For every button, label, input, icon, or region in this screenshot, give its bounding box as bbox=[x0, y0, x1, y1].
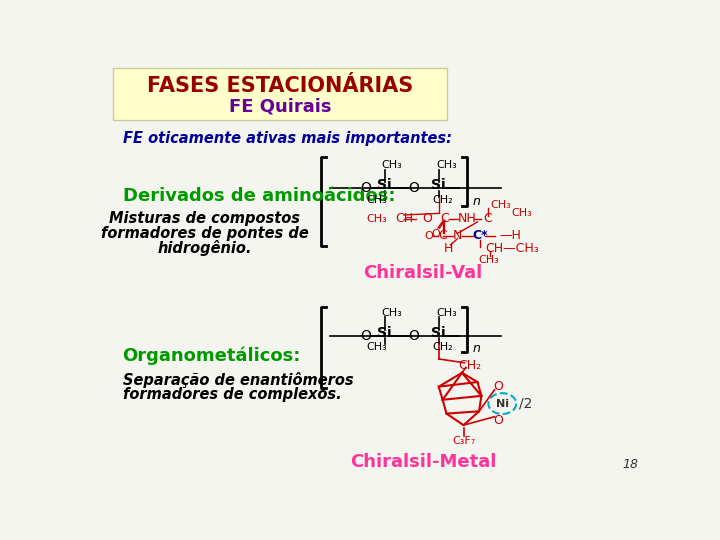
Text: C: C bbox=[438, 230, 447, 242]
Text: Separação de enantiômeros: Separação de enantiômeros bbox=[122, 373, 354, 388]
Text: CH₃: CH₃ bbox=[366, 194, 387, 205]
Text: Ni: Ni bbox=[496, 399, 509, 409]
FancyBboxPatch shape bbox=[113, 68, 446, 120]
Text: C₃F₇: C₃F₇ bbox=[452, 436, 475, 446]
Text: CH₂: CH₂ bbox=[458, 359, 481, 372]
Text: CH₃: CH₃ bbox=[382, 160, 402, 170]
Text: C: C bbox=[483, 212, 492, 225]
Text: Organometálicos:: Organometálicos: bbox=[122, 347, 301, 365]
Text: CH₃: CH₃ bbox=[366, 342, 387, 352]
Text: CH₃: CH₃ bbox=[490, 200, 511, 210]
Text: n: n bbox=[473, 195, 481, 208]
Text: formadores de complexos.: formadores de complexos. bbox=[122, 387, 341, 402]
Text: Chiralsil-Val: Chiralsil-Val bbox=[364, 264, 483, 282]
Text: Si: Si bbox=[431, 326, 446, 340]
Text: C: C bbox=[441, 212, 449, 225]
Text: CH₂: CH₂ bbox=[432, 194, 453, 205]
Text: Chiralsil-Metal: Chiralsil-Metal bbox=[350, 453, 496, 471]
Text: O: O bbox=[408, 329, 419, 343]
Text: O: O bbox=[424, 231, 433, 241]
Text: 18: 18 bbox=[623, 458, 639, 471]
Text: Si: Si bbox=[431, 178, 446, 192]
Text: NH: NH bbox=[457, 212, 476, 225]
Text: CH₃: CH₃ bbox=[436, 308, 457, 318]
Text: Derivados de aminoácidos:: Derivados de aminoácidos: bbox=[122, 187, 395, 205]
Text: O: O bbox=[422, 212, 432, 225]
Text: hidrogênio.: hidrogênio. bbox=[158, 240, 252, 256]
Text: H: H bbox=[444, 242, 453, 255]
Text: CH₃: CH₃ bbox=[436, 160, 457, 170]
Text: —H: —H bbox=[499, 230, 521, 242]
Text: /2: /2 bbox=[519, 396, 533, 410]
Text: formadores de pontes de: formadores de pontes de bbox=[101, 226, 309, 241]
Text: Si: Si bbox=[377, 178, 392, 192]
Text: FASES ESTACIONÁRIAS: FASES ESTACIONÁRIAS bbox=[147, 76, 413, 96]
Text: CH: CH bbox=[395, 212, 413, 225]
Text: FE Quirais: FE Quirais bbox=[229, 97, 331, 116]
Text: CH₃: CH₃ bbox=[479, 255, 500, 265]
Text: CH₃: CH₃ bbox=[382, 308, 402, 318]
Text: O: O bbox=[361, 181, 372, 195]
Text: Si: Si bbox=[377, 326, 392, 340]
Text: O: O bbox=[361, 329, 372, 343]
Text: O: O bbox=[493, 414, 503, 427]
Text: N: N bbox=[453, 230, 462, 242]
Text: O: O bbox=[408, 181, 419, 195]
Text: C*: C* bbox=[472, 230, 487, 242]
Text: n: n bbox=[473, 342, 481, 355]
Text: FE oticamente ativas mais importantes:: FE oticamente ativas mais importantes: bbox=[122, 131, 451, 146]
Text: O: O bbox=[493, 380, 503, 393]
Text: O: O bbox=[431, 229, 440, 239]
Text: CH₃: CH₃ bbox=[366, 214, 387, 224]
Text: CH—CH₃: CH—CH₃ bbox=[485, 242, 539, 255]
Text: Misturas de compostos: Misturas de compostos bbox=[109, 211, 300, 226]
Text: CH₂: CH₂ bbox=[432, 342, 453, 352]
Text: CH₃: CH₃ bbox=[511, 208, 532, 218]
